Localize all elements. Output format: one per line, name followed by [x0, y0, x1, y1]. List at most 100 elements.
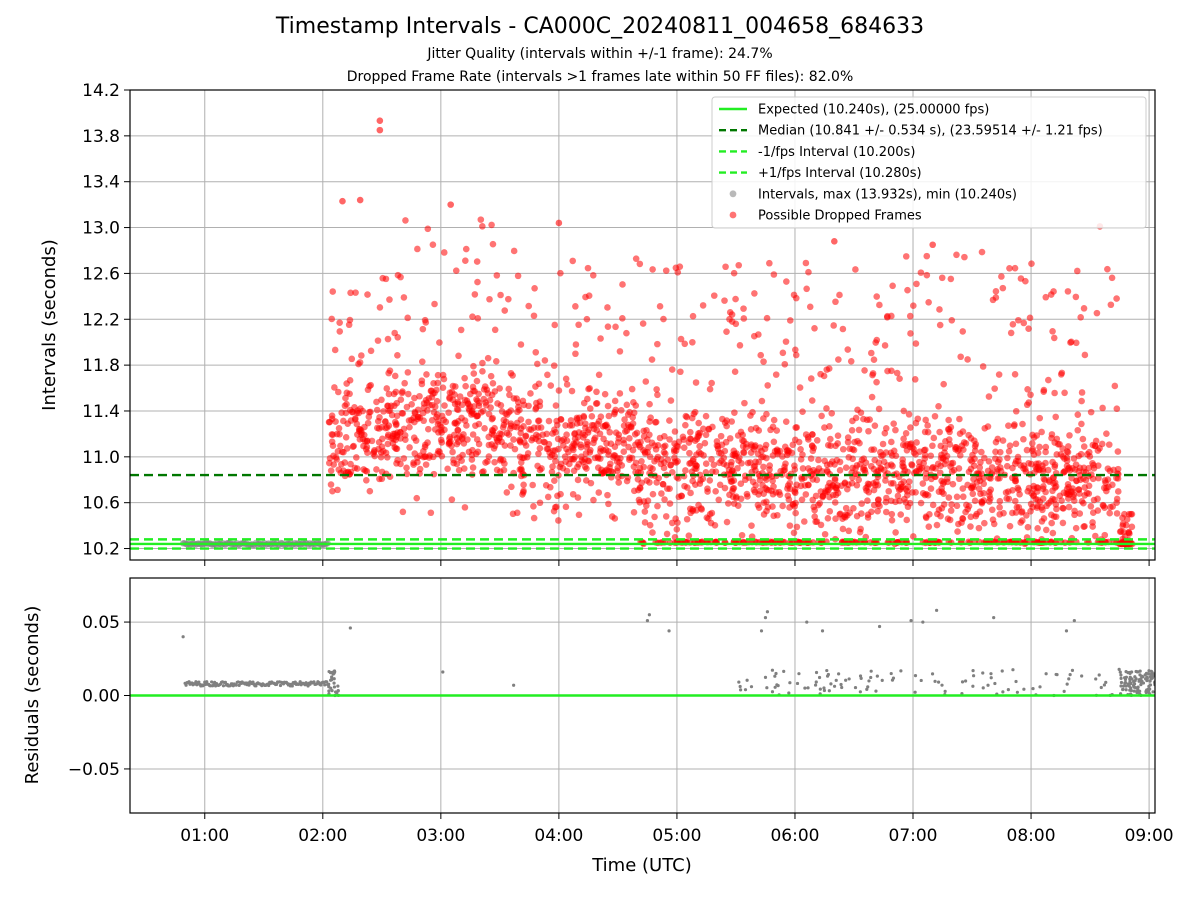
dropped-frame-point [597, 455, 604, 462]
dropped-frame-point [747, 449, 755, 457]
dropped-frame-point [673, 526, 681, 533]
residual-point [805, 620, 809, 624]
dropped-frame-point [877, 465, 885, 473]
dropped-frame-point [630, 398, 637, 406]
dropped-frame-point [486, 295, 493, 303]
dropped-frame-point [602, 422, 609, 429]
dropped-frame-point [421, 443, 429, 451]
dropped-frame-point [1030, 485, 1038, 493]
dropped-frame-point [446, 394, 453, 401]
residual-point [993, 681, 997, 686]
dropped-frame-point [821, 424, 828, 431]
dropped-frame-point [646, 400, 653, 408]
dropped-frame-point [842, 504, 850, 512]
dropped-frame-point [338, 448, 346, 456]
dropped-frame-point [925, 523, 933, 530]
chart-subtitle-dropped: Dropped Frame Rate (intervals >1 frames … [346, 69, 854, 85]
residual-point [332, 669, 337, 673]
dropped-frame-point [712, 468, 720, 476]
residual-point [1134, 669, 1138, 674]
dropped-frame-point [405, 390, 412, 398]
bottom-plot-data [130, 608, 1155, 698]
dropped-frame-point [729, 451, 737, 459]
dropped-frame-point [522, 433, 529, 440]
dropped-frame-point [604, 304, 611, 311]
dropped-frame-point [458, 435, 466, 443]
dropped-frame-point [334, 486, 341, 494]
dropped-frame-point [847, 357, 855, 365]
residual-point [803, 686, 807, 690]
dropped-frame-point [823, 405, 830, 412]
dropped-frame-point [978, 248, 986, 256]
dropped-frame-point [413, 494, 421, 502]
dropped-frame-point [987, 475, 994, 482]
residual-point [327, 689, 331, 693]
residual-point [814, 680, 818, 684]
dropped-frame-point [1095, 474, 1102, 482]
dropped-frame-point [347, 289, 354, 297]
dropped-frame-point [804, 433, 812, 441]
residual-point [963, 679, 968, 683]
residual-point [773, 685, 777, 689]
dropped-frame-point [590, 496, 597, 504]
dropped-frame-point [562, 422, 569, 429]
dropped-frame-point [730, 477, 738, 484]
residual-point [1150, 676, 1154, 680]
dropped-frame-point [965, 431, 972, 439]
dropped-frame-point [666, 417, 673, 424]
dropped-frame-point [475, 440, 483, 448]
dropped-frame-point [830, 322, 837, 329]
dropped-frame-point [346, 390, 353, 398]
dropped-frame-point [466, 390, 474, 398]
dropped-frame-point [964, 356, 971, 363]
dropped-frame-point [696, 480, 704, 487]
dropped-frame-point [786, 317, 794, 324]
residual-point [441, 670, 445, 674]
dropped-frame-point [333, 430, 341, 438]
dropped-frame-point [728, 318, 736, 325]
residual-point [1094, 677, 1098, 681]
residual-point [1062, 689, 1066, 693]
dropped-frame-point [717, 432, 725, 440]
dropped-frame-point [1123, 516, 1131, 523]
dropped-frame-point [735, 457, 742, 464]
dropped-frame-point [818, 467, 826, 475]
dropped-frame-point [382, 424, 389, 432]
residual-point [1140, 679, 1144, 683]
residual-point [1119, 680, 1124, 685]
dropped-frame-point [1053, 435, 1061, 443]
dropped-frame-point [639, 320, 647, 327]
dropped-frame-point [945, 416, 952, 424]
residual-point [327, 669, 331, 674]
dropped-frame-point [994, 435, 1002, 443]
dropped-frame-point [584, 429, 592, 436]
dropped-frame-point [797, 456, 805, 463]
dropped-frame-point [416, 392, 423, 400]
dropped-frame-point [519, 397, 527, 405]
residual-point [869, 669, 873, 673]
residual-point [989, 676, 993, 680]
dropped-frame-point [810, 503, 818, 511]
dropped-frame-point [419, 325, 427, 333]
residual-point [1126, 682, 1130, 686]
dropped-frame-point [1099, 404, 1106, 412]
residual-point [986, 683, 990, 687]
residual-point [814, 670, 819, 675]
dropped-frame-point [560, 436, 568, 443]
dropped-frame-point [709, 423, 716, 431]
dropped-frame-point [792, 509, 799, 517]
dropped-frame-point [988, 506, 996, 514]
residual-point [323, 683, 327, 687]
dropped-frame-point [1002, 489, 1010, 496]
dropped-frame-point [641, 519, 649, 526]
dropped-frame-point [941, 444, 949, 452]
residual-point [181, 635, 185, 639]
dropped-frame-point [919, 480, 927, 487]
dropped-frame-point [390, 402, 398, 410]
dropped-frame-point [865, 427, 872, 435]
dropped-frame-point [913, 280, 920, 288]
dropped-frame-point [695, 501, 702, 509]
dropped-frame-point [792, 346, 799, 354]
residual-point [972, 674, 976, 678]
dropped-frame-point [510, 395, 518, 402]
